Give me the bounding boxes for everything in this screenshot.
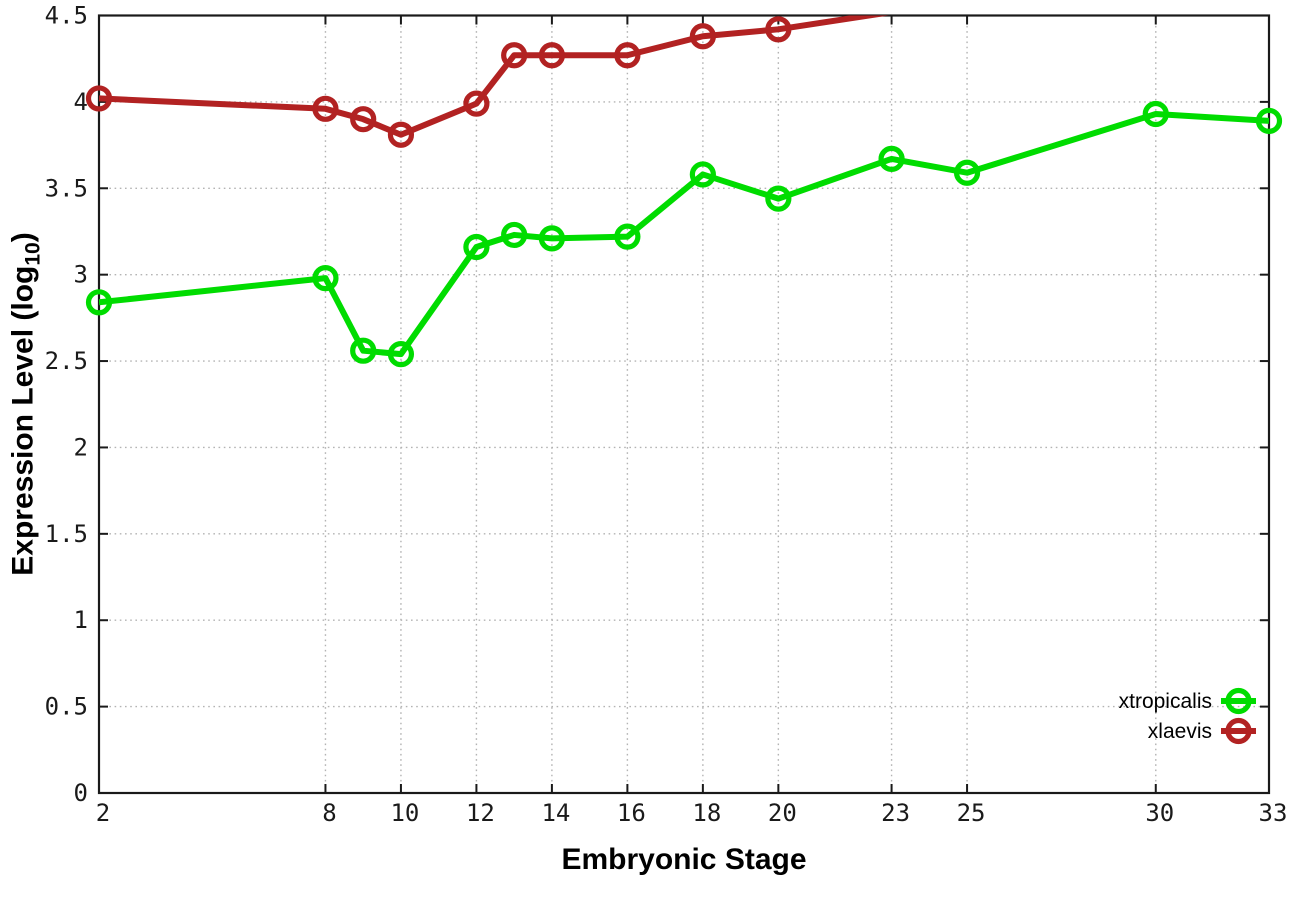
data-point-xlaevis (350, 106, 377, 133)
y-axis-label: Expression Level (log10) (7, 232, 46, 575)
data-point-xlaevis (85, 85, 113, 112)
y-axis-label-suffix: ) (6, 232, 40, 243)
data-point-xtropicalis (501, 221, 528, 249)
data-point-xtropicalis (689, 161, 716, 188)
legend-label-xlaevis: xlaevis (1148, 720, 1212, 743)
y-tick-label: 2.5 (45, 347, 88, 375)
y-tick-label: 4 (74, 88, 88, 116)
legend-label-xtropicalis: xtropicalis (1119, 690, 1212, 713)
y-tick-label: 0.5 (45, 693, 88, 721)
plot-border (97, 14, 1271, 795)
data-point-xtropicalis (463, 233, 490, 261)
x-axis-label-text: Embryonic Stage (561, 843, 807, 876)
data-point-xtropicalis (312, 265, 339, 292)
data-point-xlaevis (463, 90, 490, 117)
data-point-xtropicalis (1142, 100, 1169, 128)
y-tick-label: 3 (74, 261, 88, 289)
y-axis-label-subscript: 10 (21, 242, 45, 266)
data-point-xlaevis (501, 42, 528, 69)
data-point-xtropicalis (1255, 107, 1283, 134)
x-tick-label: 18 (692, 799, 721, 827)
legend-marker-xtropicalis (1225, 687, 1252, 715)
x-tick-label: 33 (1259, 799, 1288, 827)
data-point-xtropicalis (85, 289, 113, 316)
x-tick-label: 10 (390, 799, 419, 827)
x-tick-label: 8 (322, 799, 336, 827)
y-tick-label: 4.5 (45, 2, 88, 30)
data-point-xtropicalis (878, 145, 905, 173)
y-tick-label: 2 (74, 433, 88, 461)
y-axis-label-text: Expression Level (log (6, 265, 40, 576)
data-point-xlaevis (689, 23, 716, 50)
x-tick-label: 25 (957, 799, 986, 827)
y-tick-label: 0 (74, 779, 88, 807)
data-point-xtropicalis (765, 185, 792, 212)
y-tick-label: 1.5 (45, 520, 88, 548)
series-line-xlaevis (99, 15, 889, 138)
y-tick-label: 3.5 (45, 174, 88, 202)
data-point-xtropicalis (387, 341, 415, 368)
x-tick-label: 20 (768, 799, 797, 827)
x-tick-label: 14 (541, 799, 570, 827)
data-point-xlaevis (765, 16, 792, 43)
data-point-xlaevis (312, 95, 339, 122)
y-tick-label: 1 (74, 606, 88, 634)
x-tick-label: 2 (96, 799, 110, 827)
x-tick-label: 23 (881, 799, 910, 827)
data-point-xtropicalis (538, 225, 566, 252)
data-point-xlaevis (614, 42, 641, 69)
legend-marker-xlaevis (1225, 717, 1252, 745)
x-tick-label: 30 (1145, 799, 1174, 827)
data-point-xtropicalis (614, 223, 641, 250)
data-point-xtropicalis (350, 337, 377, 364)
x-axis-label: Embryonic Stage (99, 843, 1269, 877)
data-point-xlaevis (538, 42, 566, 69)
x-tick-label: 12 (466, 799, 495, 827)
data-point-xlaevis (387, 121, 415, 148)
data-point-xtropicalis (953, 159, 981, 186)
series-line-xtropicalis (99, 110, 1269, 358)
x-tick-label: 16 (617, 799, 646, 827)
